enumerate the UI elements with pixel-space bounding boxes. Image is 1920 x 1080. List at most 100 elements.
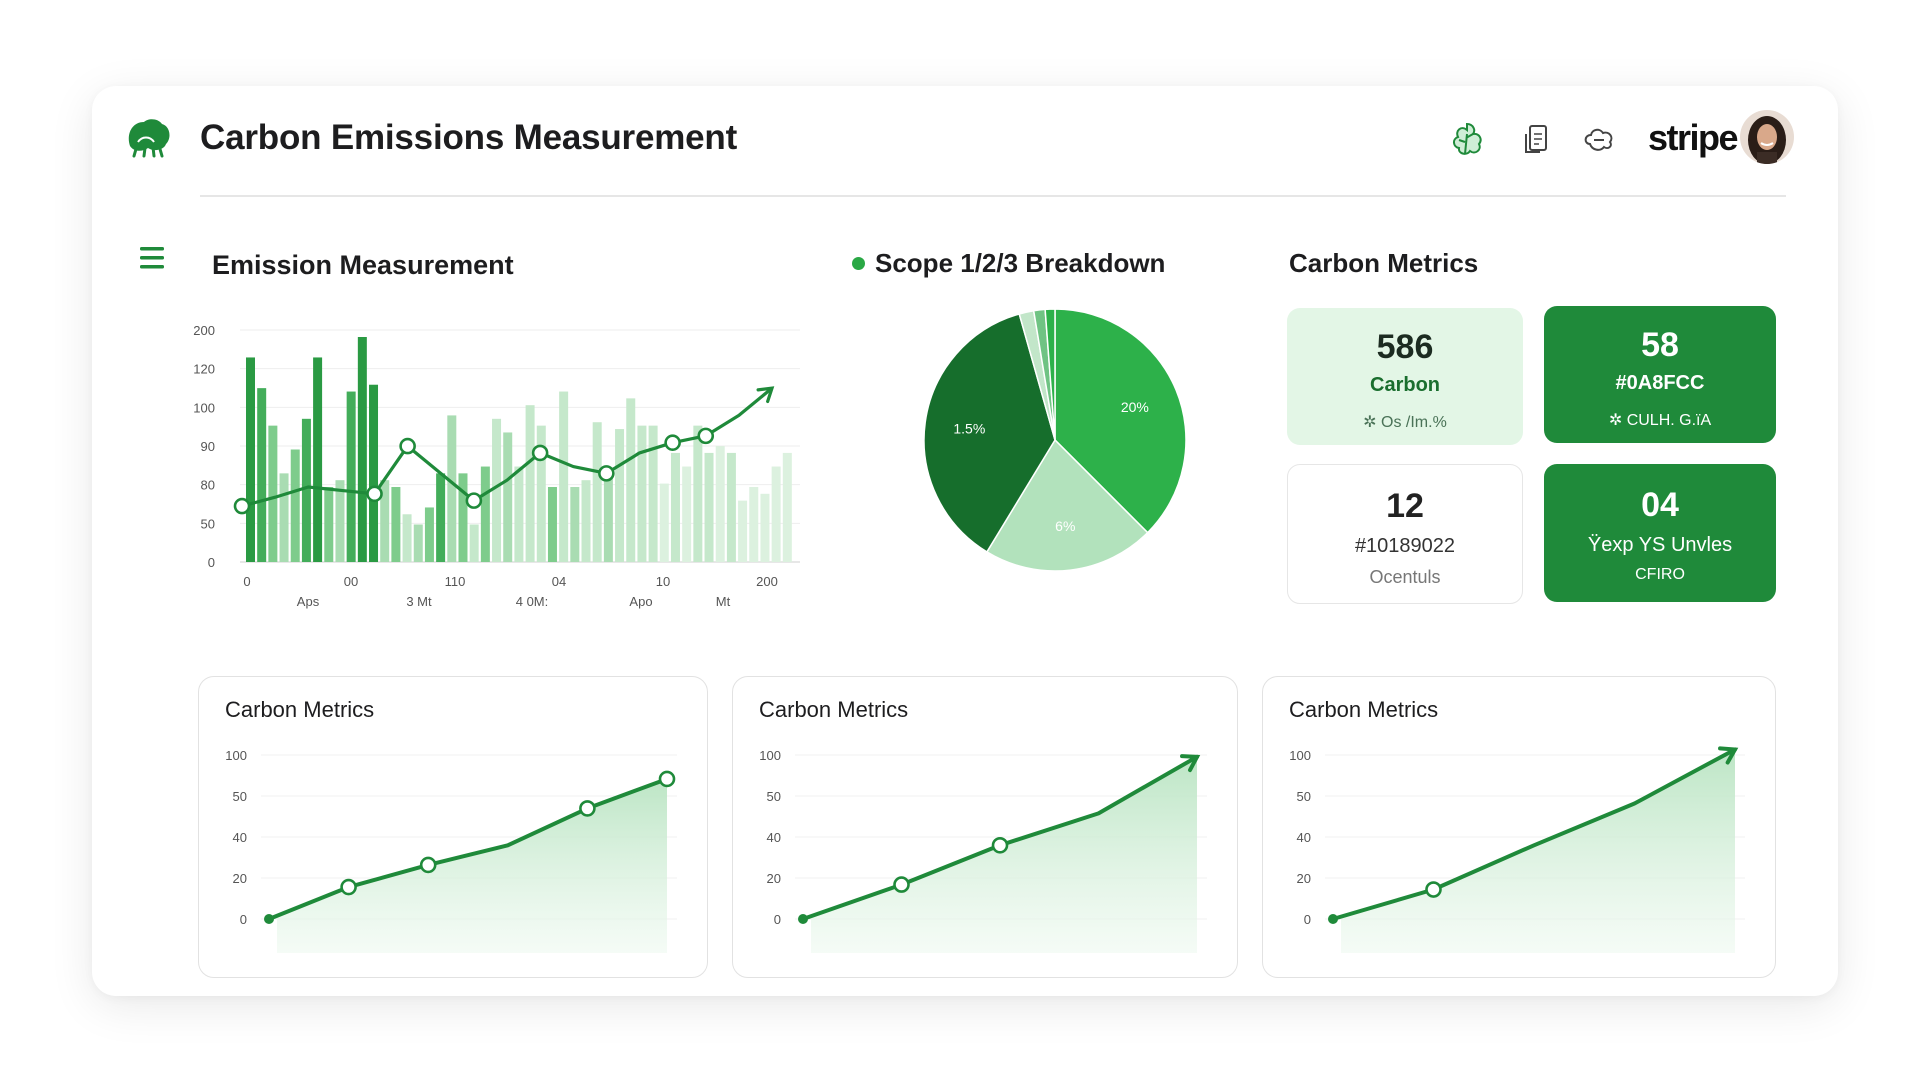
pie-slice bbox=[1054, 308, 1187, 534]
bar bbox=[424, 507, 434, 562]
bar bbox=[290, 449, 300, 562]
bar bbox=[760, 493, 770, 562]
x-tick-label: 10 bbox=[656, 574, 670, 589]
line-marker bbox=[233, 497, 251, 515]
bar bbox=[659, 483, 669, 562]
bar bbox=[536, 425, 546, 562]
mini-card-title: Carbon Metrics bbox=[759, 697, 909, 722]
y-tick-label: 40 bbox=[1297, 830, 1311, 845]
bar bbox=[257, 388, 267, 562]
metric-label: #10189022 bbox=[1354, 535, 1456, 557]
bar bbox=[447, 415, 457, 562]
metric-tile-carbon[interactable]: 586 Carbon ✲ Os /Im.% bbox=[1287, 308, 1523, 445]
line-marker bbox=[1425, 881, 1442, 898]
avatar[interactable] bbox=[1740, 110, 1794, 164]
bar bbox=[603, 473, 613, 562]
bar bbox=[581, 480, 591, 562]
bar bbox=[525, 405, 535, 562]
leaf-logo-icon bbox=[128, 119, 170, 158]
bar bbox=[615, 429, 625, 562]
x-tick-label: 00 bbox=[344, 574, 358, 589]
bar bbox=[301, 418, 311, 562]
start-point bbox=[1328, 914, 1338, 924]
hamburger-menu-icon[interactable] bbox=[138, 244, 166, 272]
line-marker bbox=[419, 856, 437, 874]
y-tick-label: 0 bbox=[774, 912, 781, 927]
bar bbox=[626, 398, 636, 562]
y-tick-label: 50 bbox=[1297, 789, 1311, 804]
area-fill bbox=[269, 778, 667, 953]
trend-arrow bbox=[1180, 754, 1201, 773]
bar bbox=[670, 452, 680, 562]
line-marker bbox=[658, 770, 676, 788]
metric-value: 04 bbox=[1641, 486, 1679, 524]
bar bbox=[436, 473, 446, 562]
metric-value: 58 bbox=[1641, 326, 1679, 364]
x-tick-label: 110 bbox=[445, 574, 466, 589]
bar bbox=[402, 514, 412, 562]
y-tick-label: 0 bbox=[1304, 912, 1311, 927]
bar bbox=[413, 524, 423, 562]
cloud-link-icon[interactable] bbox=[1580, 120, 1618, 158]
emission-section-title: Emission Measurement bbox=[212, 250, 514, 280]
line-marker bbox=[991, 836, 1009, 854]
metric-tile-color-code[interactable]: 58 #0A8FCC ✲ CULH. G.ïA bbox=[1544, 306, 1776, 443]
scope-section-title: Scope 1/2/3 Breakdown bbox=[875, 248, 1166, 278]
brand-wordmark: stripe bbox=[1648, 117, 1739, 158]
line-marker bbox=[893, 876, 910, 893]
y-tick-label: 50 bbox=[767, 789, 781, 804]
document-icon[interactable] bbox=[1518, 120, 1556, 158]
pie-slice-label: 20% bbox=[1121, 399, 1149, 415]
bar bbox=[726, 452, 736, 562]
y-tick-label: 0 bbox=[208, 555, 215, 570]
bar bbox=[637, 425, 647, 562]
metrics-section-title: Carbon Metrics bbox=[1289, 248, 1479, 278]
metric-sub: CFIRO bbox=[1635, 566, 1685, 583]
x-sub-label: 4 0M: bbox=[516, 594, 549, 609]
area-fill bbox=[803, 756, 1197, 953]
mini-card-title: Carbon Metrics bbox=[225, 697, 375, 722]
line-marker bbox=[664, 434, 681, 451]
bar bbox=[514, 466, 524, 562]
y-tick-label: 20 bbox=[767, 871, 781, 886]
metric-label: Carbon bbox=[1370, 374, 1440, 396]
pie-slice bbox=[1044, 308, 1056, 441]
metric-value: 12 bbox=[1386, 487, 1424, 525]
y-tick-label: 100 bbox=[225, 748, 247, 763]
y-tick-label: 200 bbox=[193, 323, 215, 338]
y-tick-label: 100 bbox=[1289, 748, 1311, 763]
mini-card-title: Carbon Metrics bbox=[1289, 697, 1439, 722]
bar bbox=[492, 418, 502, 562]
bar bbox=[782, 452, 792, 562]
series-line bbox=[1331, 747, 1737, 921]
line-marker bbox=[697, 427, 715, 445]
mini-chart-card-2[interactable]: Carbon Metrics 0 20 40 50 100 bbox=[732, 676, 1238, 978]
bar bbox=[335, 480, 345, 562]
x-sub-label: Aps bbox=[297, 594, 320, 609]
pie-slice bbox=[923, 313, 1056, 553]
y-tick-label: 100 bbox=[759, 748, 781, 763]
y-tick-label: 20 bbox=[233, 871, 247, 886]
pie-slice bbox=[985, 438, 1149, 572]
bar bbox=[648, 425, 658, 562]
bar bbox=[391, 487, 401, 562]
metric-tile-units[interactable]: 04 Ÿexp YS Unvles CFIRO bbox=[1544, 464, 1776, 602]
x-tick-label: 200 bbox=[756, 574, 778, 589]
x-sub-label: Mt bbox=[716, 594, 731, 609]
y-tick-label: 80 bbox=[201, 478, 215, 493]
x-tick-label: 0 bbox=[243, 574, 250, 589]
leaf-cluster-icon[interactable] bbox=[1448, 120, 1486, 158]
bar bbox=[469, 524, 479, 562]
y-tick-label: 40 bbox=[233, 830, 247, 845]
bar bbox=[380, 480, 390, 562]
trend-arrow bbox=[1718, 746, 1739, 765]
bar bbox=[313, 357, 323, 562]
bar bbox=[480, 466, 490, 562]
metric-tile-count[interactable]: 12 #10189022 Ocentuls bbox=[1287, 464, 1523, 604]
mini-chart-card-1[interactable]: Carbon Metrics 0 20 40 50 100 bbox=[198, 676, 708, 978]
bar bbox=[357, 337, 367, 562]
y-tick-label: 20 bbox=[1297, 871, 1311, 886]
line-marker bbox=[531, 444, 549, 462]
mini-chart-card-3[interactable]: Carbon Metrics 0 20 40 50 100 bbox=[1262, 676, 1776, 978]
